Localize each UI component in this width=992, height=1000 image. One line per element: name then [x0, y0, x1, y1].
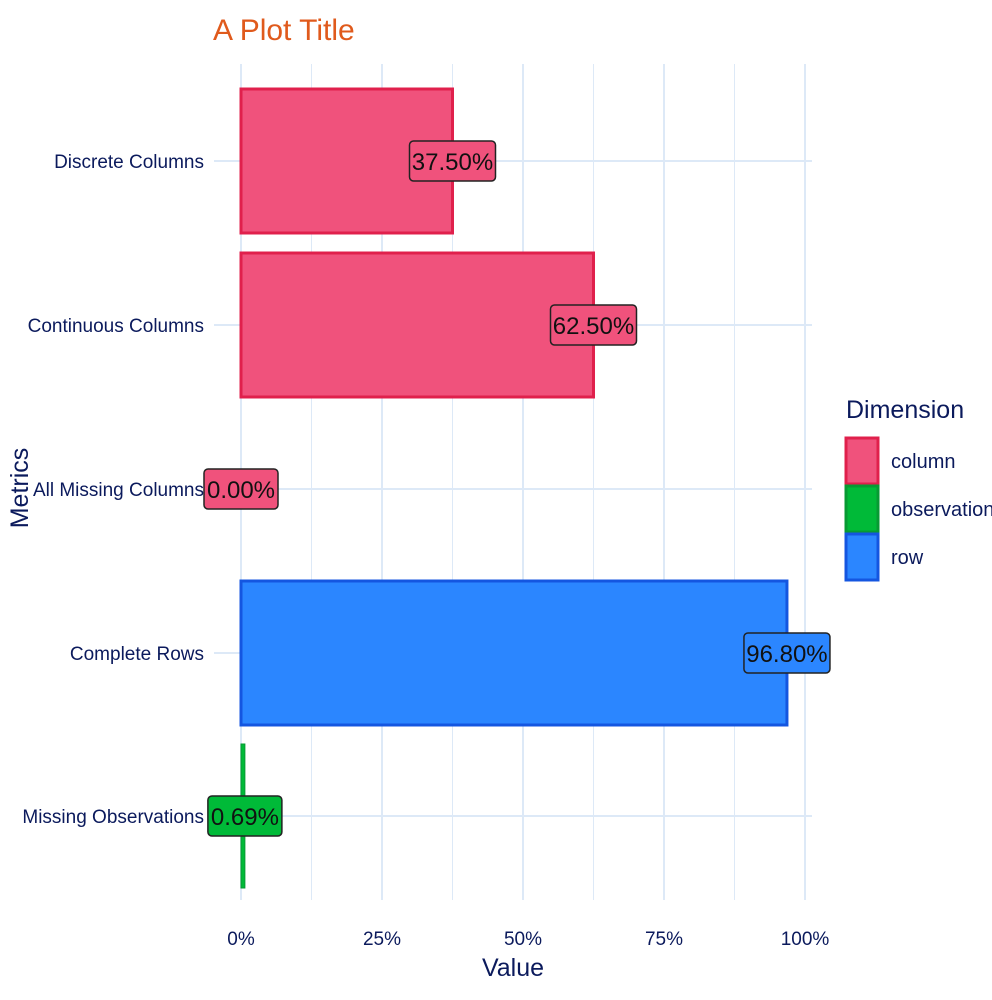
- legend-label: row: [891, 547, 924, 569]
- data-label-box: [549, 304, 638, 346]
- legend-label: column: [891, 451, 955, 473]
- bar-continuous-columns: [239, 251, 595, 399]
- data-label-text: 0.69%: [211, 804, 279, 831]
- x-tick-label: 25%: [363, 929, 401, 950]
- x-tick-label: 50%: [504, 929, 542, 950]
- data-label-text: 37.50%: [412, 149, 493, 176]
- data-label-text: 62.50%: [553, 313, 634, 340]
- legend-key-observation: [844, 484, 880, 534]
- x-tick-label: 0%: [227, 929, 255, 950]
- data-label-box: [207, 795, 283, 837]
- legend-title: Dimension: [846, 396, 964, 424]
- data-label-box: [203, 468, 279, 510]
- data-label: 62.50%: [549, 304, 638, 346]
- x-axis-tick-labels: 0% 25% 50% 75% 100%: [227, 929, 829, 950]
- y-tick-label: All Missing Columns: [33, 480, 204, 501]
- bar-complete-rows: [239, 579, 789, 727]
- data-labels: 37.50% 62.50% 0.00% 96.80% 0.69%: [203, 140, 831, 837]
- legend: Dimension column observation row: [844, 396, 992, 582]
- x-tick-label: 100%: [781, 929, 830, 950]
- legend-key-row: [844, 532, 880, 582]
- chart-title: A Plot Title: [213, 14, 355, 47]
- data-label-box: [743, 632, 831, 674]
- data-label: 0.00%: [203, 468, 279, 510]
- legend-label: observation: [891, 499, 992, 521]
- y-axis-tick-labels: Discrete Columns Continuous Columns All Mi…: [22, 152, 204, 828]
- y-axis-title: Metrics: [6, 448, 34, 529]
- data-label: 96.80%: [743, 632, 831, 674]
- y-tick-label: Missing Observations: [22, 807, 204, 828]
- data-label: 0.69%: [207, 795, 283, 837]
- y-tick-label: Complete Rows: [70, 644, 204, 665]
- legend-key-column: [844, 436, 880, 486]
- y-tick-label: Continuous Columns: [28, 316, 204, 337]
- x-axis-title: Value: [482, 954, 544, 982]
- x-tick-label: 75%: [645, 929, 683, 950]
- data-label-box: [408, 140, 497, 182]
- data-label-text: 96.80%: [746, 641, 827, 668]
- data-label: 37.50%: [408, 140, 497, 182]
- data-label-text: 0.00%: [207, 477, 275, 504]
- y-tick-label: Discrete Columns: [54, 152, 204, 173]
